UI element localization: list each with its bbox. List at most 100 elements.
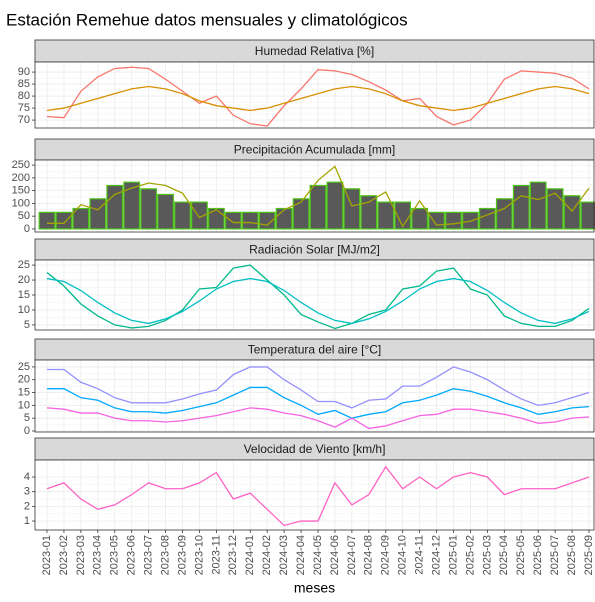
bar (512, 184, 530, 230)
bar (157, 193, 174, 230)
x-tick-label: 2023-01 (41, 535, 53, 575)
plot-area (35, 360, 594, 432)
bar (123, 181, 141, 230)
y-tick-label: 0 (24, 223, 30, 235)
plot-border (34, 359, 595, 433)
x-tick-label: 2023-03 (75, 535, 87, 575)
x-tick-label: 2025-05 (515, 535, 527, 575)
bar (140, 188, 158, 230)
y-tick-label: 20 (18, 274, 30, 286)
x-tick-label: 2023-05 (109, 535, 121, 575)
bar (106, 184, 124, 230)
x-tick-label: 2024-01 (244, 535, 256, 575)
x-tick-label: 2025-08 (566, 535, 578, 575)
plot-border (34, 159, 595, 233)
x-tick-label: 2023-07 (143, 535, 155, 575)
plot-border (34, 459, 595, 531)
y-tick-label: 1 (24, 515, 30, 527)
bar (72, 207, 90, 230)
x-tick-label: 2024-02 (261, 535, 273, 575)
y-tick-label: 20 (18, 374, 30, 386)
panel-title: Radiación Solar [MJ/m2] (249, 243, 380, 257)
bar (343, 188, 361, 230)
y-tick-label: 10 (18, 304, 30, 316)
panel-title: Humedad Relativa [%] (255, 44, 374, 58)
bar (275, 207, 293, 230)
x-tick-label: 2023-12 (227, 535, 239, 575)
y-tick-label: 25 (18, 361, 30, 373)
bar (546, 188, 564, 230)
x-tick-label: 2025-04 (498, 535, 510, 575)
bar (411, 207, 429, 230)
y-tick-label: 200 (12, 172, 30, 184)
bar (377, 201, 395, 230)
y-tick-label: 75 (18, 102, 30, 114)
x-tick-label: 2023-11 (210, 535, 222, 575)
bar (309, 184, 327, 230)
line (46, 277, 590, 325)
bar (326, 181, 344, 230)
x-tick-label: 2025-06 (532, 535, 544, 575)
x-tick-label: 2024-11 (414, 535, 426, 575)
x-tick-label: 2025-03 (481, 535, 493, 575)
x-tick-label: 2023-10 (193, 535, 205, 575)
panel-title: Velocidad de Viento [km/h] (244, 442, 386, 456)
bar (224, 211, 242, 230)
x-tick-label: 2024-03 (278, 535, 290, 575)
bar (191, 201, 208, 230)
x-tick-label: 2025-09 (583, 535, 595, 575)
plot-area (35, 460, 594, 530)
line (47, 165, 590, 228)
bar (495, 198, 513, 230)
y-tick-label: 150 (12, 185, 30, 197)
x-tick-label: 2024-08 (363, 535, 375, 575)
y-tick-label: 80 (18, 90, 30, 102)
plot-border (34, 61, 595, 129)
chart-title: Estación Remehue datos mensuales y clima… (6, 10, 408, 29)
x-tick-label: 2024-04 (295, 535, 307, 575)
y-tick-label: 25 (18, 259, 30, 271)
x-tick-label: 2025-01 (447, 535, 459, 575)
x-tick-label: 2023-04 (92, 535, 104, 575)
x-tick-label: 2024-09 (380, 535, 392, 575)
line (46, 264, 590, 330)
x-tick-label: 2024-05 (312, 535, 324, 575)
x-tick-label: 2025-07 (549, 535, 561, 575)
bar (292, 198, 310, 230)
x-tick-label: 2024-12 (430, 535, 442, 575)
y-tick-label: 15 (18, 386, 30, 398)
line (46, 66, 590, 127)
y-tick-label: 15 (18, 289, 30, 301)
line (47, 386, 590, 419)
x-tick-label: 2023-02 (58, 535, 70, 575)
bar (478, 207, 496, 230)
bar (55, 211, 73, 230)
x-tick-label: 2024-10 (397, 535, 409, 575)
bar (89, 198, 107, 230)
x-tick-label: 2024-06 (329, 535, 341, 575)
y-tick-label: 250 (12, 159, 30, 171)
bar (428, 211, 445, 230)
plot-border (34, 259, 595, 331)
y-tick-label: 10 (18, 399, 30, 411)
line (46, 85, 590, 112)
bar (360, 195, 378, 230)
panel-title: Temperatura del aire [°C] (248, 343, 382, 357)
y-tick-label: 70 (18, 114, 30, 126)
line (46, 465, 590, 527)
x-tick-label: 2025-02 (464, 535, 476, 575)
bar (580, 201, 595, 230)
bar (241, 211, 259, 230)
bar (174, 201, 191, 230)
bar (207, 207, 225, 230)
y-tick-label: 90 (18, 66, 30, 78)
y-tick-label: 5 (24, 412, 30, 424)
x-tick-label: 2023-09 (176, 535, 188, 575)
bar (529, 181, 547, 230)
line (46, 407, 590, 430)
x-axis-label: meses (294, 580, 335, 596)
bar (38, 211, 56, 230)
y-tick-label: 0 (24, 425, 30, 437)
bar (445, 211, 462, 230)
